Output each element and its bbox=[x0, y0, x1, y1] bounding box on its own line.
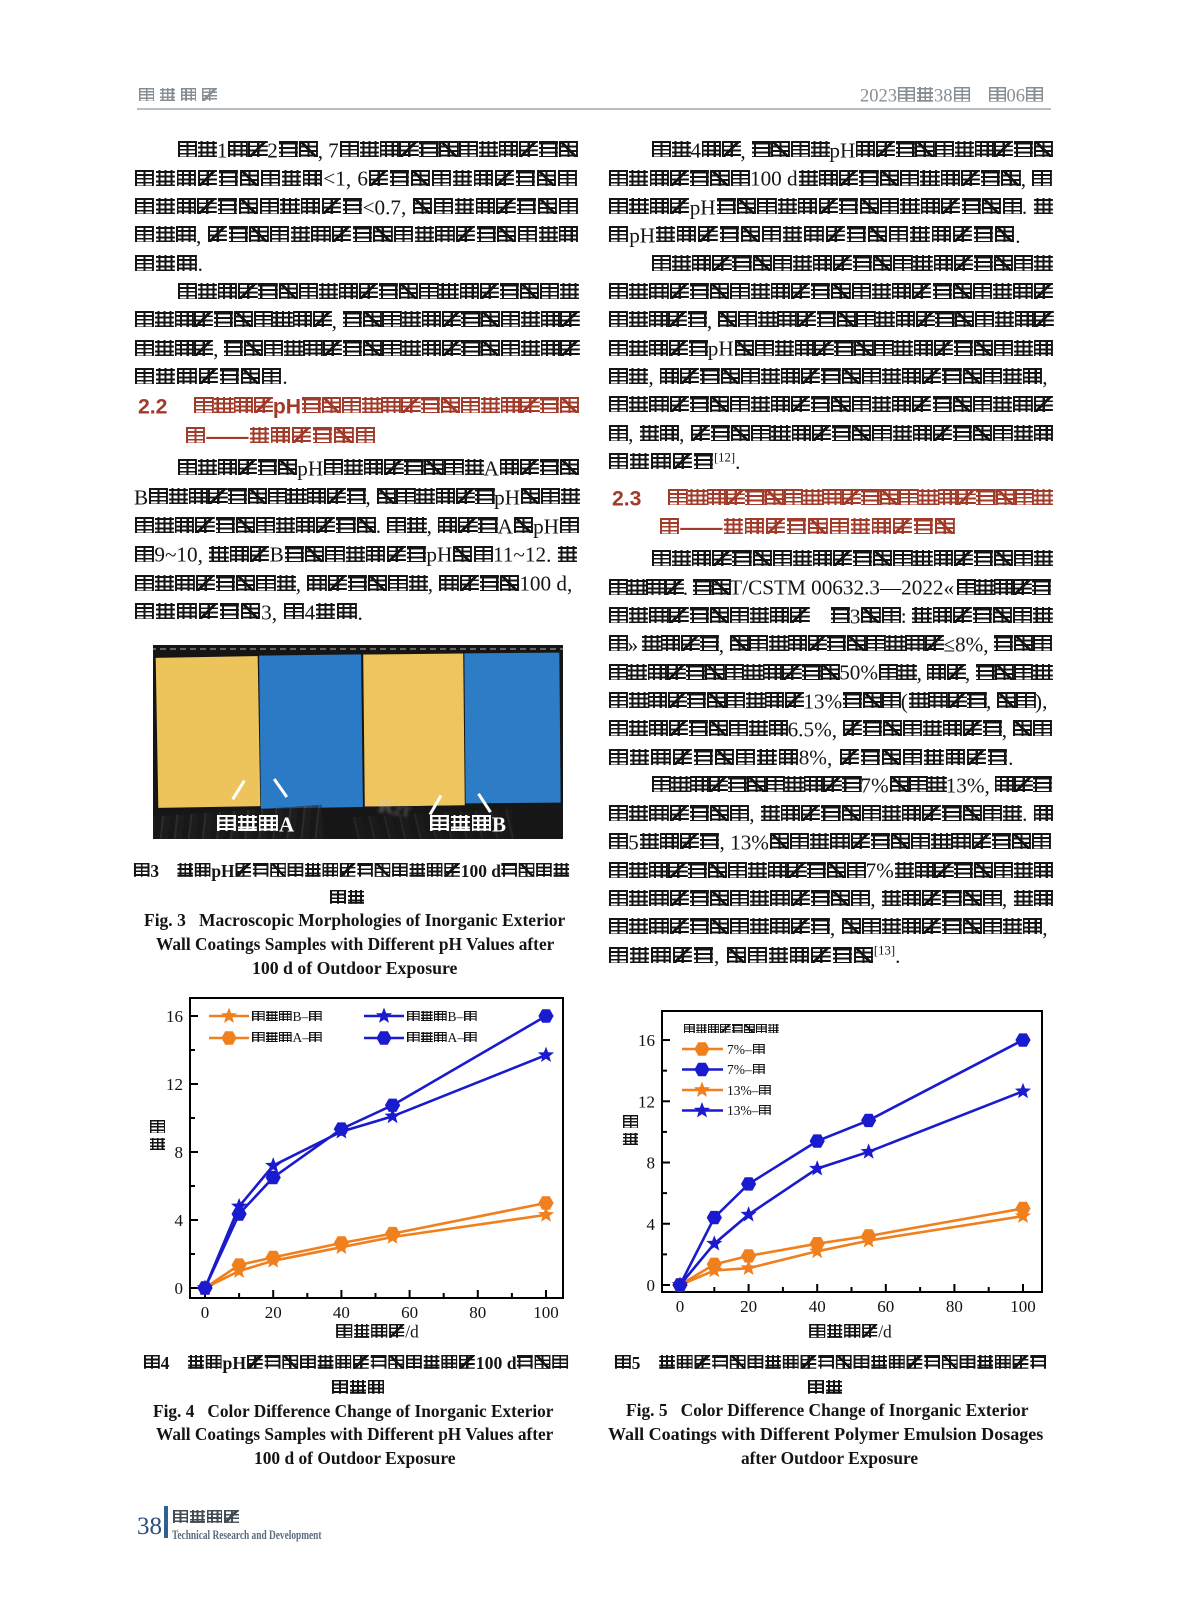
svg-text:40: 40 bbox=[809, 1297, 826, 1316]
svg-text:12: 12 bbox=[638, 1092, 655, 1111]
svg-text:100: 100 bbox=[533, 1303, 559, 1322]
svg-text:100: 100 bbox=[1010, 1297, 1036, 1316]
svg-text:16: 16 bbox=[638, 1031, 655, 1050]
svg-text:60: 60 bbox=[401, 1303, 418, 1322]
svg-text:0: 0 bbox=[676, 1297, 685, 1316]
svg-text:8: 8 bbox=[175, 1143, 184, 1162]
svg-text:0: 0 bbox=[175, 1279, 184, 1298]
svg-text:80: 80 bbox=[469, 1303, 486, 1322]
svg-text:80: 80 bbox=[946, 1297, 963, 1316]
svg-text:20: 20 bbox=[740, 1297, 757, 1316]
svg-text:0: 0 bbox=[201, 1303, 210, 1322]
svg-text:4: 4 bbox=[175, 1211, 184, 1230]
svg-text:40: 40 bbox=[333, 1303, 350, 1322]
svg-text:8: 8 bbox=[647, 1154, 656, 1173]
svg-text:0: 0 bbox=[647, 1276, 656, 1295]
svg-text:4: 4 bbox=[647, 1215, 656, 1234]
svg-text:20: 20 bbox=[265, 1303, 282, 1322]
svg-text:60: 60 bbox=[877, 1297, 894, 1316]
svg-text:16: 16 bbox=[166, 1007, 183, 1026]
svg-text:12: 12 bbox=[166, 1075, 183, 1094]
